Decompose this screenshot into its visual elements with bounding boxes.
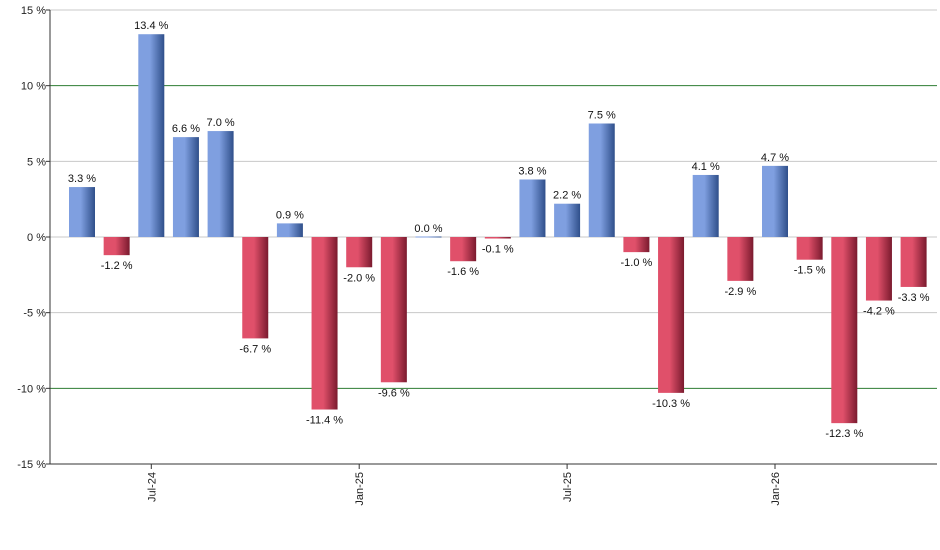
data-label: 0.9 % xyxy=(276,209,304,221)
data-label: -1.6 % xyxy=(447,266,479,278)
bar xyxy=(484,237,511,239)
bar xyxy=(865,237,892,301)
data-label: -1.0 % xyxy=(621,257,653,269)
data-label: -12.3 % xyxy=(825,428,863,440)
bar xyxy=(311,237,338,410)
data-label: 3.8 % xyxy=(518,165,546,177)
bar xyxy=(103,237,130,256)
bar xyxy=(69,187,95,237)
x-tick-label: Jan-25 xyxy=(354,472,366,506)
data-label: -9.6 % xyxy=(378,387,410,399)
bar xyxy=(346,237,373,268)
y-axis-ticks: 15 % 10 % 5 % 0 % -5 % -10 % -15 % xyxy=(17,5,50,471)
data-label: -2.0 % xyxy=(343,272,375,284)
y-tick-label: 10 % xyxy=(21,81,46,93)
axes xyxy=(49,10,937,465)
bar xyxy=(138,34,165,237)
data-label: -10.3 % xyxy=(652,398,690,410)
data-label: 4.1 % xyxy=(692,161,720,173)
bar xyxy=(692,174,719,237)
data-label: 2.2 % xyxy=(553,190,581,202)
bar xyxy=(415,236,442,238)
bar xyxy=(900,237,927,287)
bars xyxy=(69,34,927,424)
y-tick-label: -15 % xyxy=(17,459,46,471)
bar xyxy=(623,237,650,253)
data-label: -3.3 % xyxy=(898,292,930,304)
bar xyxy=(658,237,685,393)
bar xyxy=(831,237,858,424)
data-label: 7.5 % xyxy=(588,110,616,122)
bar xyxy=(554,203,581,237)
y-tick-label: -5 % xyxy=(23,308,46,320)
data-label: -2.9 % xyxy=(724,286,756,298)
data-label: 4.7 % xyxy=(761,152,789,164)
x-tick-label: Jul-25 xyxy=(562,472,574,502)
data-label: 6.6 % xyxy=(172,123,200,135)
x-axis-ticks: Jul-24 Jan-25 Jul-25 Jan-26 xyxy=(146,464,782,506)
data-label: -1.2 % xyxy=(101,260,133,272)
y-tick-label: 15 % xyxy=(21,5,46,17)
x-tick-label: Jul-24 xyxy=(146,472,158,502)
x-tick-label: Jan-26 xyxy=(770,472,782,506)
data-label: -1.5 % xyxy=(794,265,826,277)
y-tick-label: 0 % xyxy=(27,232,46,244)
bar xyxy=(242,237,269,339)
bar xyxy=(207,131,234,237)
data-label: -4.2 % xyxy=(863,306,895,318)
data-label: -6.7 % xyxy=(239,343,271,355)
data-label: -0.1 % xyxy=(482,244,514,256)
bar xyxy=(519,179,546,237)
data-label: 0.0 % xyxy=(414,223,442,235)
y-tick-label: -10 % xyxy=(17,383,46,395)
data-label: 3.3 % xyxy=(68,173,96,185)
data-label: -11.4 % xyxy=(306,415,343,427)
bar xyxy=(796,237,823,260)
bar xyxy=(588,123,615,237)
bar xyxy=(762,165,788,237)
data-label: 13.4 % xyxy=(134,20,168,32)
data-label: 7.0 % xyxy=(207,117,235,129)
y-tick-label: 5 % xyxy=(27,156,46,168)
bar xyxy=(276,223,303,237)
bar xyxy=(172,137,199,237)
bar xyxy=(450,237,477,262)
data-labels: 3.3 % -1.2 % 13.4 % 6.6 % 7.0 % -6.7 % 0.9 % -1… xyxy=(68,20,930,440)
bar xyxy=(380,237,407,383)
bar xyxy=(727,237,754,281)
